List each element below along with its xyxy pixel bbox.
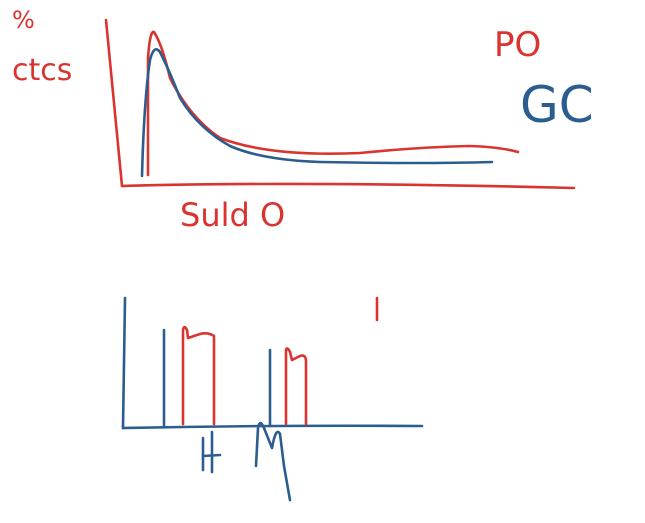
x-axis-label: Suld O bbox=[180, 196, 285, 234]
tick-label-h: H bbox=[201, 430, 222, 474]
top-y-axis bbox=[104, 18, 124, 188]
y-axis-symbol: % bbox=[12, 6, 35, 34]
legend-po: PO bbox=[494, 25, 541, 65]
top-x-axis bbox=[120, 182, 576, 190]
y-axis-label: ctcs bbox=[12, 53, 72, 88]
bottom-panel: H M | bbox=[121, 296, 424, 502]
bottom-y-axis bbox=[121, 296, 127, 430]
tick-label-m: M bbox=[254, 421, 292, 502]
curve-gc bbox=[140, 48, 494, 178]
bar-h-red bbox=[181, 325, 216, 426]
top-panel: % ctcs Suld O PO GC bbox=[12, 6, 594, 234]
bottom-x-axis bbox=[121, 424, 424, 430]
curve-po bbox=[146, 30, 520, 177]
bar-m-red bbox=[284, 347, 308, 426]
legend-gc: GC bbox=[520, 76, 594, 134]
